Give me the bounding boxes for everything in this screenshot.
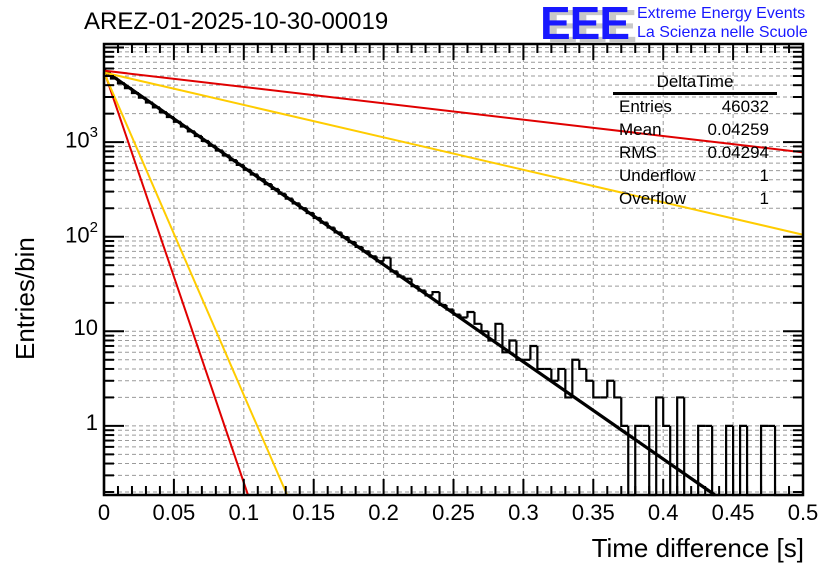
logo-letters-shadow: EEE [547, 0, 637, 52]
x-tick-label: 0 [97, 500, 111, 525]
y-axis-label: Entries/bin [10, 237, 40, 360]
grid-lines [104, 44, 803, 495]
y-tick-base: 1 [85, 409, 98, 435]
x-tick-label: 0.2 [368, 500, 399, 525]
histogram-bin [738, 424, 748, 495]
stats-title: DeltaTime [613, 72, 777, 95]
y-tick-label: 103 [38, 124, 98, 153]
y-tick-exponent: 2 [89, 218, 98, 236]
stats-label: Overflow [619, 189, 687, 208]
x-tick-label: 0.1 [228, 500, 260, 525]
fit-line-lower-fast [103, 72, 289, 496]
histogram-bin [697, 424, 706, 495]
stats-label: Mean [619, 120, 662, 139]
histogram-bin [613, 380, 622, 399]
histogram-bin [431, 290, 440, 296]
x-axis-label: Time difference [s] [591, 533, 804, 563]
stats-row-entries: Entries 46032 [611, 95, 779, 118]
y-tick-base: 10 [65, 222, 90, 248]
histogram-bin [759, 424, 769, 495]
y-tick-label: 10 [38, 315, 98, 341]
histogram-bin [655, 396, 664, 495]
histogram-bin [494, 322, 503, 341]
histogram-bin [564, 368, 573, 399]
x-tick-label: 0.3 [508, 500, 539, 525]
x-tick-label: 0.15 [292, 500, 336, 525]
y-tick-base: 10 [73, 315, 98, 341]
histogram-bin [480, 323, 489, 333]
stats-value: 1 [759, 189, 769, 208]
histogram-bin [662, 397, 671, 428]
histogram-bin [773, 425, 783, 497]
histogram-bin [529, 344, 538, 360]
histogram-bin [585, 368, 594, 382]
y-tick-label: 102 [38, 218, 98, 248]
stats-value: 46032 [721, 97, 769, 116]
stats-value: 1 [759, 166, 769, 185]
fit-line-lower-slow [103, 71, 804, 236]
chart-title: AREZ-01-2025-10-30-00019 [84, 8, 389, 35]
x-tick-label: 0.4 [647, 500, 679, 525]
stats-value: 0.04294 [707, 143, 769, 162]
x-tick-label: 0.35 [571, 500, 615, 525]
fit-line-upper-slow [103, 69, 804, 154]
y-tick-label: 1 [38, 410, 98, 436]
histogram-bin [676, 396, 685, 495]
histogram-bin [683, 397, 692, 497]
stats-row-underflow: Underflow 1 [611, 164, 779, 187]
y-tick-base: 10 [65, 127, 90, 153]
x-tick-label: 0.5 [787, 500, 819, 525]
stats-row-mean: Mean 0.04259 [611, 118, 779, 141]
histogram-bin [620, 397, 629, 428]
stats-row-overflow: Overflow 1 [611, 187, 779, 210]
stats-label: RMS [619, 143, 657, 162]
histogram-bin [571, 358, 580, 398]
histogram-bin [578, 359, 587, 371]
histogram-bin [606, 379, 615, 398]
stats-value: 0.04259 [707, 120, 769, 139]
histogram-bin [634, 424, 643, 495]
histogram-bin [466, 310, 475, 318]
histogram-bin [711, 425, 720, 497]
fit-line-upper-fast [103, 70, 249, 496]
histogram-bin [725, 424, 734, 495]
histogram-bin [592, 380, 601, 399]
histogram-bin [745, 425, 755, 497]
histogram-bin [557, 367, 566, 381]
stats-label: Entries [619, 97, 672, 116]
histogram-bin [536, 345, 545, 371]
stats-label: Underflow [619, 166, 696, 185]
fit-lines [103, 68, 804, 497]
logo-text-line2: La Scienza nelle Scuole [637, 24, 808, 41]
axes-frame [102, 42, 805, 497]
stats-box: DeltaTime Entries 46032 Mean 0.04259 RMS… [611, 72, 779, 210]
histogram-bin [508, 339, 517, 353]
stats-row-rms: RMS 0.04294 [611, 141, 779, 164]
histogram-bin [382, 256, 391, 262]
x-tick-label: 0.05 [152, 500, 196, 525]
logo-letters: EEE [540, 0, 630, 49]
fit-line-fit [103, 68, 716, 497]
x-tick-label: 0.45 [711, 500, 755, 525]
y-tick-exponent: 3 [89, 124, 98, 142]
logo-text-line1: Extreme Energy Events [637, 5, 806, 22]
histogram-bin [473, 312, 482, 325]
x-tick-label: 0.25 [432, 500, 475, 525]
